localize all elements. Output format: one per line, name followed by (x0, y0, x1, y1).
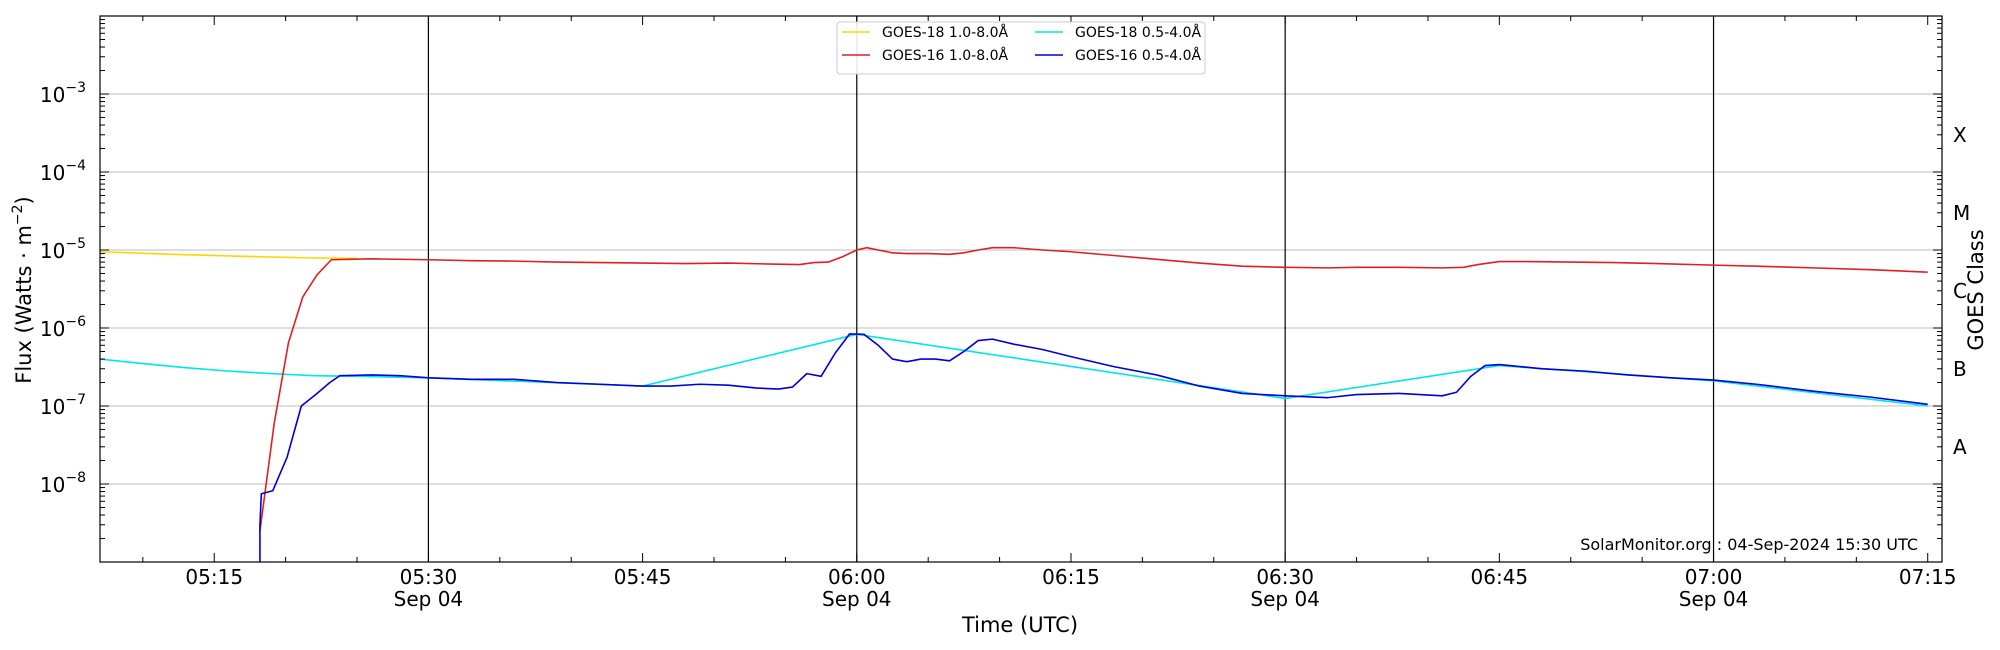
goes-class-label: C (1953, 279, 1967, 303)
y-tick-label: 10−3 (40, 80, 86, 107)
y-tick-label-base: 10 (40, 395, 65, 419)
goes-class-label: M (1953, 201, 1970, 225)
x-tick-date-label: Sep 04 (394, 587, 464, 611)
y-tick-label: 10−8 (40, 470, 86, 497)
series-line-3 (259, 246, 1928, 532)
series-line-1 (100, 250, 358, 260)
y-tick-label-exponent: −8 (65, 470, 86, 486)
grid-layer (100, 93, 1942, 485)
x-tick-label: 06:30 (1256, 565, 1314, 589)
legend-label: GOES-18 0.5-4.0Å (1075, 24, 1201, 41)
legend-box (836, 21, 1206, 75)
y-tick-label-base: 10 (40, 239, 65, 263)
x-tick-date-label: Sep 04 (822, 587, 892, 611)
goes-class-label: B (1953, 357, 1967, 381)
y-tick-label: 10−4 (40, 158, 86, 185)
x-tick-date-label: Sep 04 (1679, 587, 1749, 611)
legend-label: GOES-18 1.0-8.0Å (882, 24, 1008, 41)
y-tick-label-exponent: −7 (65, 392, 86, 408)
goes-class-label: X (1953, 123, 1967, 147)
y-tick-label-base: 10 (40, 317, 65, 341)
goes-class-label: A (1953, 435, 1967, 459)
y-tick-label-exponent: −5 (65, 236, 86, 252)
y-axis-title-exponent: −2 (10, 204, 26, 225)
plot-frame (99, 15, 1943, 563)
y-tick-label-exponent: −3 (65, 80, 86, 96)
legend-label: GOES-16 0.5-4.0Å (1075, 47, 1201, 64)
x-tick-label: 05:45 (614, 565, 672, 589)
vertical-marker-layer (427, 16, 1715, 562)
x-tick-date-label: Sep 04 (1250, 587, 1320, 611)
series-layer (100, 246, 1928, 562)
series-line-2 (100, 333, 1928, 407)
legend: GOES-18 1.0-8.0Å GOES-18 0.5-4.0Å GOES-16 … (836, 21, 1206, 75)
x-tick-label: 06:15 (1042, 565, 1100, 589)
x-tick-label: 05:15 (185, 565, 243, 589)
y-tick-label: 10−7 (40, 392, 86, 419)
y-axis-title: Flux (Watts · m−2) (10, 196, 36, 384)
y-axis-title-prefix: Flux (Watts · m (12, 225, 36, 384)
x-tick-label: 05:30 (400, 565, 458, 589)
goes-class-axis-title: GOES Class (1964, 229, 1988, 350)
x-tick-label: 06:00 (828, 565, 886, 589)
y-tick-label-base: 10 (40, 473, 65, 497)
x-tick-label: 07:00 (1685, 565, 1743, 589)
series-line-4 (259, 333, 1928, 562)
y-axis-title-suffix: ) (12, 196, 36, 204)
y-tick-label: 10−5 (40, 236, 86, 263)
x-tick-label: 06:45 (1471, 565, 1529, 589)
y-tick-label-base: 10 (40, 161, 65, 185)
tick-layer (100, 15, 1942, 563)
credit-text: SolarMonitor.org : 04-Sep-2024 15:30 UTC (1580, 535, 1918, 554)
x-tick-label: 07:15 (1899, 565, 1957, 589)
y-tick-label-exponent: −6 (65, 314, 86, 330)
y-tick-label: 10−6 (40, 314, 86, 341)
x-axis-title: Time (UTC) (961, 613, 1078, 637)
y-tick-label-base: 10 (40, 83, 65, 107)
y-tick-label-exponent: −4 (65, 158, 86, 174)
legend-label: GOES-16 1.0-8.0Å (882, 47, 1008, 64)
